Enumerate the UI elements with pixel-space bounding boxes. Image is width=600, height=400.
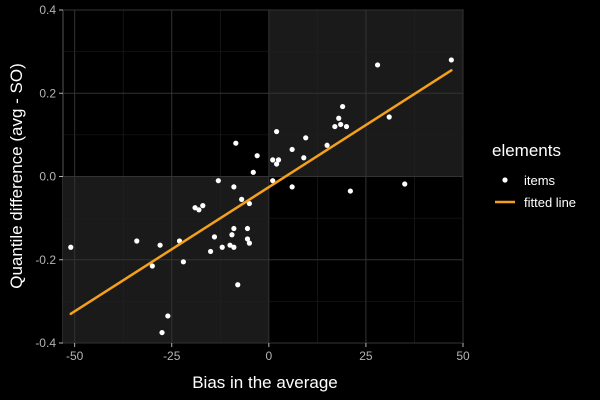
legend: elements items fitted line	[492, 141, 576, 210]
data-point	[273, 128, 280, 135]
data-point	[68, 244, 74, 250]
data-point	[347, 188, 353, 194]
data-point	[215, 178, 221, 184]
data-point	[165, 313, 171, 319]
data-point	[343, 123, 350, 130]
data-point	[303, 135, 309, 141]
x-axis-ticks: -50 -25 0 25 50	[66, 343, 470, 363]
data-point	[340, 103, 346, 110]
data-point	[231, 225, 237, 232]
data-point	[324, 142, 330, 148]
legend-items-key	[502, 177, 508, 183]
data-point	[386, 114, 392, 120]
data-point	[244, 225, 251, 232]
x-axis-title: Bias in the average	[192, 373, 338, 392]
data-point	[289, 146, 295, 153]
data-point	[231, 244, 237, 250]
legend-items-label: items	[524, 173, 556, 188]
data-point	[149, 263, 155, 269]
y-tick-label: 0.0	[39, 170, 56, 184]
x-tick-label: -25	[163, 349, 181, 363]
data-point	[244, 236, 251, 242]
data-point	[233, 140, 239, 146]
data-point	[289, 184, 295, 190]
fitted-line-series	[69, 69, 453, 316]
data-point	[157, 242, 163, 248]
x-tick-label: 25	[359, 349, 373, 363]
x-tick-label: -50	[66, 349, 84, 363]
data-point	[448, 57, 454, 63]
data-point	[332, 123, 338, 130]
data-point	[159, 329, 165, 336]
data-point	[219, 244, 225, 250]
data-point	[270, 178, 276, 184]
y-tick-label: -0.4	[35, 336, 56, 350]
legend-title: elements	[492, 141, 561, 160]
data-point	[254, 153, 260, 159]
data-point	[270, 157, 276, 163]
fitted-line	[69, 69, 453, 316]
data-point	[229, 232, 235, 238]
items-series	[68, 57, 454, 336]
data-point	[207, 248, 214, 255]
data-point	[336, 115, 342, 121]
y-axis-ticks: -0.4 -0.2 0.0 0.2 0.4	[35, 3, 63, 350]
data-point	[231, 184, 237, 190]
data-point	[338, 121, 344, 128]
data-point	[227, 242, 233, 248]
y-tick-label: 0.4	[39, 3, 56, 17]
data-point	[200, 203, 206, 209]
data-point	[301, 155, 307, 161]
gridlines	[63, 9, 464, 344]
data-point	[180, 259, 186, 265]
data-point	[275, 157, 282, 163]
y-tick-label: 0.2	[39, 86, 56, 100]
data-point	[246, 240, 253, 246]
y-axis-title: Quantile difference (avg - SO)	[7, 63, 26, 289]
data-point	[402, 181, 408, 187]
data-point	[273, 161, 280, 167]
x-tick-label: 0	[265, 349, 272, 363]
data-point	[211, 234, 218, 240]
data-point	[192, 205, 198, 211]
x-tick-label: 50	[456, 349, 470, 363]
data-point	[374, 62, 381, 68]
y-tick-label: -0.2	[35, 253, 56, 267]
data-point	[134, 238, 140, 244]
data-point	[196, 207, 202, 213]
data-point	[250, 169, 256, 175]
legend-fitted-line-label: fitted line	[524, 195, 576, 210]
data-point	[246, 200, 253, 207]
data-point	[239, 196, 245, 202]
data-point	[235, 282, 241, 288]
